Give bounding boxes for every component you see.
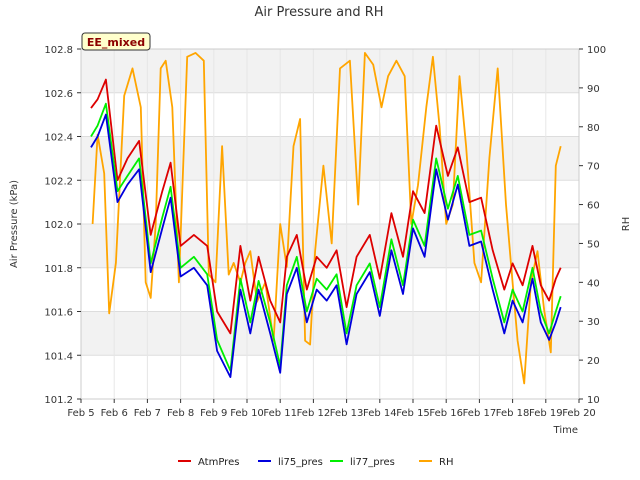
x-tick-label: Feb 20 [562,408,596,419]
right-axis-ticks: 10 20 30 40 50 60 70 80 90 100 [579,45,606,406]
y-tick-label: 101.2 [44,395,73,406]
background-band [81,311,579,356]
y-tick-label: 102.0 [44,220,73,231]
x-tick-label: Feb 12 [297,408,331,419]
x-tick-label: Feb 13 [330,408,364,419]
y-tick-label: 101.6 [44,308,73,319]
x-tick-label: Feb 15 [396,408,430,419]
y-tick-label: 102.4 [44,133,73,144]
y-tick-label: 101.4 [44,351,73,362]
legend-label-AtmPres: AtmPres [198,457,239,468]
x-tick-label: Feb 8 [167,408,194,419]
x-tick-label: Feb 10 [230,408,264,419]
legend-label-li77_pres: li77_pres [350,457,395,468]
y2-tick-label: 40 [587,278,600,289]
annotation-box: EE_mixed [81,32,151,51]
series-line-li75_pres [90,113,562,379]
y2-tick-label: 20 [587,356,600,367]
x-axis-ticks: Feb 5 Feb 6 Feb 7 Feb 8 Feb 9 Feb 10 Feb 11 Feb… [67,399,596,419]
x-tick-label: Feb 9 [200,408,227,419]
x-tick-label: Feb 19 [529,408,563,419]
series-line-li77_pres [90,102,562,372]
y2-tick-label: 100 [587,45,606,56]
x-tick-label: Feb 7 [134,408,161,419]
annotation-label: EE_mixed [87,36,145,49]
x-tick-label: Feb 5 [67,408,94,419]
x-tick-label: Feb 11 [263,408,297,419]
y2-tick-label: 80 [587,123,600,134]
legend: AtmPres li75_pres li77_pres RH [178,457,453,468]
left-axis-ticks: 101.2 101.4 101.6 101.8 102.0 102.2 102.4 102.6… [44,45,81,406]
y2-tick-label: 50 [587,239,600,250]
legend-label-RH: RH [439,457,453,468]
x-tick-label: Feb 17 [463,408,497,419]
y2-tick-label: 30 [587,317,600,328]
y-tick-label: 102.2 [44,176,73,187]
y2-axis-title: RH [621,217,632,231]
x-tick-label: Feb 14 [363,408,397,419]
series-line-AtmPres [90,78,562,335]
annotation-box-bg [81,32,151,51]
y2-tick-label: 90 [587,84,600,95]
chart-title: Air Pressure and RH [254,5,383,20]
background-band [81,136,579,181]
y2-tick-label: 70 [587,162,600,173]
x-tick-label: Feb 16 [429,408,463,419]
background-band [81,49,579,93]
y2-tick-label: 60 [587,201,600,212]
x-axis-title: Time [553,425,578,436]
y-axis-title: Air Pressure (kPa) [9,180,20,268]
legend-label-li75_pres: li75_pres [278,457,323,468]
y-tick-label: 102.8 [44,45,73,56]
plot-background-bands [81,49,579,356]
y-tick-label: 102.6 [44,89,73,100]
series-layer [90,52,562,385]
y-tick-label: 101.8 [44,264,73,275]
x-tick-label: Feb 6 [101,408,128,419]
x-tick-label: Feb 18 [496,408,530,419]
y2-tick-label: 10 [587,395,600,406]
